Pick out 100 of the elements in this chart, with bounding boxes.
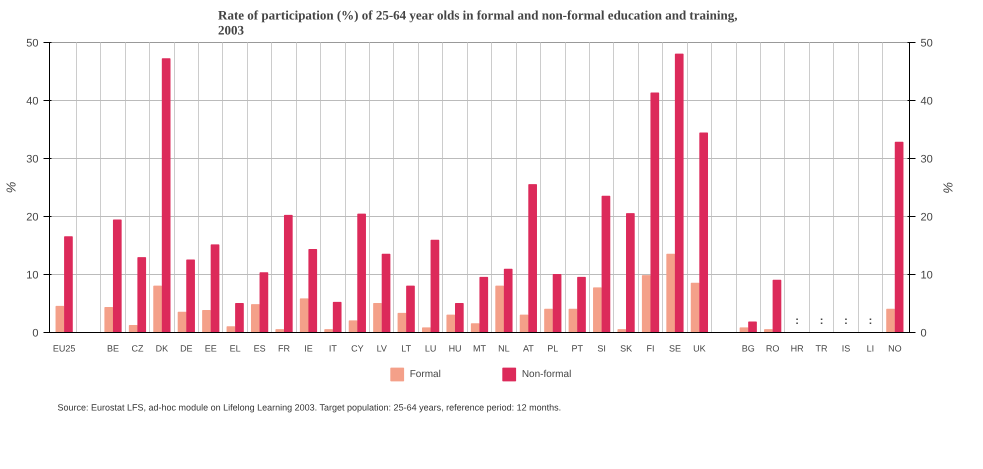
bar bbox=[454, 303, 464, 332]
legend-label: Non-formal bbox=[522, 368, 572, 380]
bar bbox=[674, 54, 684, 332]
x-tick-label: LV bbox=[376, 344, 387, 354]
x-tick-label: NO bbox=[888, 344, 902, 354]
text: : bbox=[820, 314, 824, 327]
x-tick-label: BE bbox=[107, 344, 120, 354]
y-axis-title: % bbox=[3, 182, 18, 194]
y2-tick-label: 20 bbox=[920, 212, 933, 224]
x-tick-label: UK bbox=[693, 344, 706, 354]
x-tick-label: LT bbox=[401, 344, 412, 354]
x-tick-label: EL bbox=[230, 344, 241, 354]
bar bbox=[699, 132, 708, 332]
bar bbox=[690, 282, 700, 332]
x-tick-label: CZ bbox=[131, 344, 144, 354]
bar bbox=[56, 306, 64, 332]
bar bbox=[162, 58, 171, 332]
y2-tick-label: 40 bbox=[920, 96, 933, 108]
bar bbox=[446, 314, 456, 332]
y2-tick-label: 30 bbox=[920, 154, 933, 166]
legend-label: Formal bbox=[410, 368, 441, 380]
x-tick-label: NL bbox=[498, 344, 510, 354]
bar bbox=[357, 214, 366, 332]
bar bbox=[348, 320, 358, 332]
bar bbox=[406, 286, 415, 332]
x-tick-label: FI bbox=[646, 344, 655, 354]
bar bbox=[112, 219, 122, 332]
text: : bbox=[795, 314, 799, 327]
y-tick-label: 50 bbox=[26, 38, 39, 50]
bar bbox=[772, 280, 782, 332]
x-tick-label: PT bbox=[571, 344, 584, 354]
bar bbox=[470, 323, 480, 332]
text: : bbox=[868, 314, 872, 327]
bar bbox=[528, 184, 537, 332]
x-tick-label: IT bbox=[328, 344, 338, 354]
bar bbox=[128, 325, 138, 332]
bar bbox=[373, 303, 382, 332]
bar bbox=[284, 214, 293, 332]
bar bbox=[186, 260, 195, 332]
y2-tick-label: 10 bbox=[920, 270, 933, 282]
x-tick-label: PL bbox=[547, 344, 558, 354]
bar bbox=[64, 236, 73, 332]
bar bbox=[235, 303, 244, 332]
y2-axis-title: % bbox=[940, 182, 956, 194]
x-tick-label: HU bbox=[448, 344, 462, 354]
bar bbox=[202, 310, 211, 332]
bar bbox=[666, 254, 676, 332]
bar bbox=[260, 272, 268, 332]
bar bbox=[642, 275, 651, 332]
bar bbox=[626, 213, 635, 332]
x-tick-label: SI bbox=[597, 344, 606, 354]
x-tick-label: RO bbox=[766, 344, 780, 354]
bar bbox=[650, 92, 660, 332]
bar bbox=[568, 308, 578, 332]
x-tick-label: FR bbox=[278, 344, 291, 354]
y-tick-label: 20 bbox=[26, 212, 39, 224]
x-tick-label: EU25 bbox=[52, 344, 76, 354]
bar bbox=[250, 304, 260, 332]
bar bbox=[210, 244, 220, 332]
x-tick-label: CY bbox=[351, 344, 364, 354]
bar bbox=[137, 257, 146, 332]
bar bbox=[300, 298, 309, 332]
x-tick-label: SK bbox=[620, 344, 632, 354]
x-tick-label: DK bbox=[156, 344, 168, 354]
bar bbox=[886, 308, 895, 332]
source-note: Source: Eurostat LFS, ad-hoc module on Lifelong Learning 2003. Target population: 25-64 years, reference period: 12 months. bbox=[58, 402, 562, 412]
x-tick-label: BG bbox=[742, 344, 755, 354]
bar bbox=[178, 312, 186, 332]
bar bbox=[332, 302, 342, 332]
bar bbox=[382, 254, 390, 332]
bar bbox=[430, 240, 440, 332]
bar bbox=[226, 326, 236, 332]
y-tick-label: 40 bbox=[26, 96, 39, 108]
x-tick-label: EE bbox=[204, 344, 217, 354]
bar bbox=[153, 286, 162, 332]
text: : bbox=[844, 314, 848, 327]
x-tick-label: HR bbox=[790, 344, 804, 354]
bar bbox=[593, 287, 602, 332]
bar bbox=[602, 196, 610, 332]
y-tick-label: 0 bbox=[32, 328, 39, 340]
bar bbox=[894, 142, 904, 332]
x-tick-label: IE bbox=[304, 344, 313, 354]
bar bbox=[479, 276, 488, 332]
bar bbox=[308, 249, 318, 332]
x-tick-label: MT bbox=[473, 344, 486, 354]
y-tick-label: 10 bbox=[26, 270, 39, 282]
bar bbox=[504, 268, 513, 332]
bar bbox=[398, 312, 406, 332]
x-tick-label: DE bbox=[180, 344, 193, 354]
y-tick-label: 30 bbox=[26, 154, 39, 166]
y2-tick-label: 0 bbox=[920, 328, 927, 340]
bar bbox=[552, 274, 562, 332]
x-tick-label: LU bbox=[424, 344, 436, 354]
x-tick-label: IS bbox=[842, 344, 850, 354]
x-tick-label: TR bbox=[816, 344, 828, 354]
bar bbox=[520, 314, 528, 332]
y2-tick-label: 50 bbox=[920, 38, 933, 50]
chart-title: Rate of participation (%) of 25-64 year olds in formal and non-formal education and training, 2003 bbox=[218, 8, 738, 38]
bar bbox=[495, 286, 504, 332]
x-tick-label: LI bbox=[866, 344, 874, 354]
